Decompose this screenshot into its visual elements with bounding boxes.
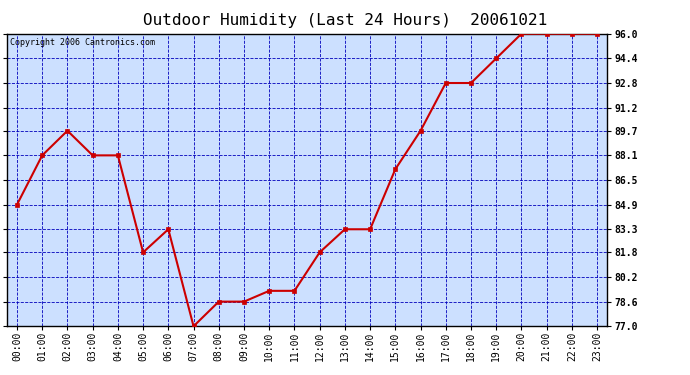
Text: Outdoor Humidity (Last 24 Hours)  20061021: Outdoor Humidity (Last 24 Hours) 2006102… <box>143 13 547 28</box>
Text: Copyright 2006 Cantronics.com: Copyright 2006 Cantronics.com <box>10 38 155 47</box>
